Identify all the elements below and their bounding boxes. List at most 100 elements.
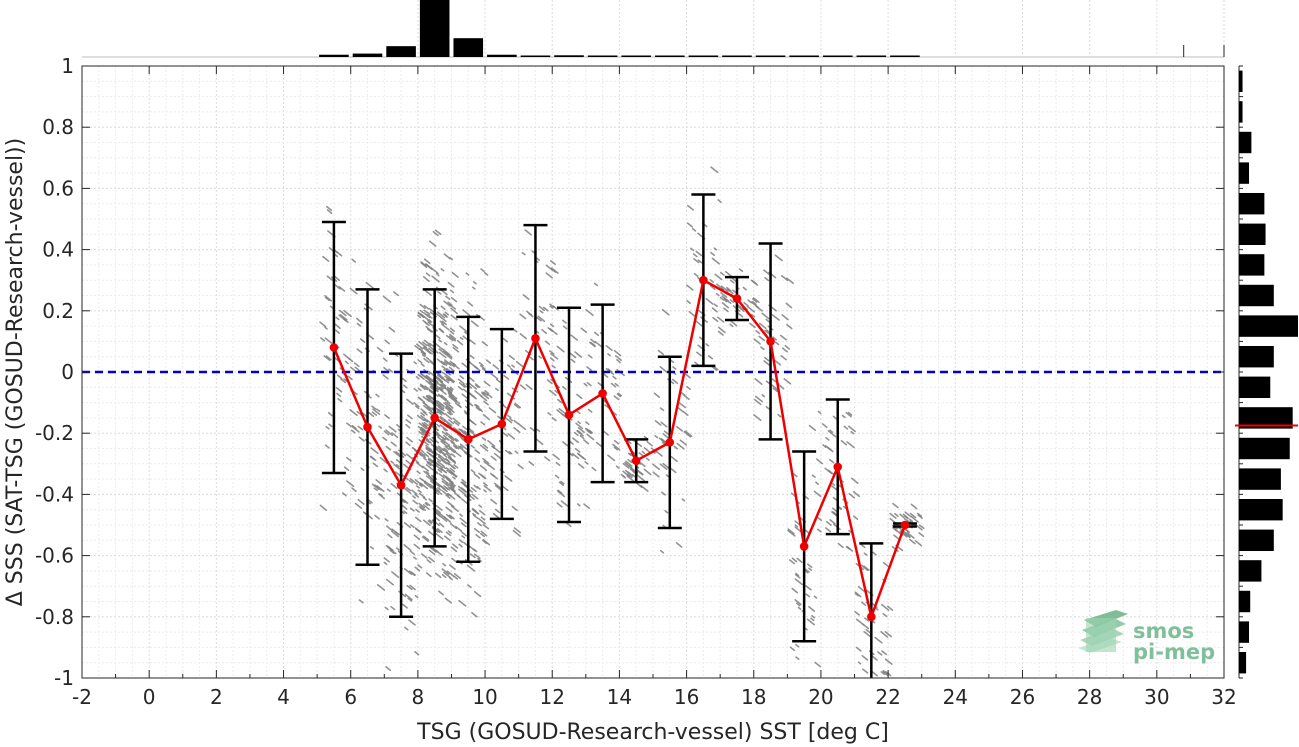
scatter-point	[425, 374, 434, 382]
scatter-point	[538, 305, 546, 312]
scatter-point	[906, 531, 915, 539]
scatter-point	[420, 363, 425, 367]
scatter-point	[452, 343, 459, 350]
scatter-point	[482, 538, 491, 546]
scatter-point	[423, 457, 428, 461]
scatter-point	[657, 349, 665, 356]
scatter-point	[851, 477, 859, 485]
scatter-point	[410, 571, 416, 576]
scatter-point	[617, 392, 623, 397]
mean-point	[766, 337, 775, 346]
scatter-point	[488, 464, 496, 471]
scatter-point	[334, 253, 339, 258]
scatter-point	[872, 551, 877, 556]
scatter-point	[794, 599, 802, 606]
scatter-point	[391, 571, 400, 579]
scatter-point	[416, 470, 421, 475]
scatter-point	[480, 268, 485, 273]
scatter-point	[665, 474, 670, 478]
scatter-point	[406, 584, 413, 591]
scatter-point	[715, 292, 720, 297]
scatter-point	[426, 394, 432, 400]
y-tick-label: 0.6	[42, 176, 74, 200]
scatter-point	[477, 517, 486, 525]
scatter-point	[409, 584, 416, 591]
scatter-point	[720, 285, 729, 293]
top-hist-bar	[822, 55, 853, 57]
scatter-point	[521, 251, 526, 256]
scatter-point	[371, 483, 380, 491]
scatter-point	[450, 307, 458, 315]
scatter-point	[458, 488, 467, 496]
scatter-point	[686, 284, 694, 291]
scatter-point	[753, 414, 762, 422]
scatter-point	[442, 313, 448, 318]
scatter-point	[349, 287, 358, 295]
scatter-point	[457, 485, 467, 493]
scatter-point	[710, 166, 719, 174]
scatter-point	[570, 334, 579, 341]
scatter-point	[442, 427, 447, 432]
scatter-point	[405, 441, 411, 447]
scatter-point	[751, 280, 757, 285]
scatter-point	[480, 421, 486, 426]
right-hist-bar	[1239, 345, 1274, 368]
scatter-point	[457, 378, 465, 385]
scatter-point	[417, 396, 426, 404]
scatter-point	[577, 420, 581, 425]
scatter-point	[603, 373, 609, 378]
scatter-point	[401, 504, 408, 510]
mean-point	[497, 419, 507, 429]
mean-point	[396, 480, 406, 490]
scatter-point	[860, 601, 867, 606]
scatter-point	[473, 527, 481, 534]
mean-point	[363, 422, 372, 432]
scatter-point	[607, 353, 611, 357]
scatter-point	[439, 416, 446, 423]
scatter-point	[421, 350, 427, 355]
scatter-point	[422, 401, 428, 407]
scatter-point	[427, 520, 433, 525]
scatter-point	[426, 311, 431, 315]
scatter-point	[760, 346, 765, 351]
scatter-point	[641, 450, 646, 455]
scatter-point	[893, 534, 900, 540]
x-tick-label: 14	[607, 685, 632, 709]
scatter-point	[514, 450, 519, 454]
scatter-point	[903, 517, 910, 523]
scatter-point	[441, 436, 447, 441]
scatter-point	[535, 316, 542, 322]
scatter-point	[472, 548, 478, 553]
scatter-point	[383, 561, 388, 566]
top-hist-bar	[453, 38, 484, 57]
scatter-point	[446, 386, 452, 391]
scatter-point	[821, 423, 828, 429]
scatter-point	[458, 543, 463, 548]
scatter-point	[449, 522, 458, 530]
scatter-point	[469, 430, 476, 436]
scatter-point	[449, 379, 455, 384]
scatter-point	[419, 477, 424, 481]
logo-text-line2: pi-mep	[1133, 640, 1215, 664]
scatter-point	[795, 656, 800, 661]
scatter-point	[837, 542, 844, 549]
scatter-point	[440, 467, 448, 474]
scatter-point	[414, 493, 420, 498]
scatter-point	[420, 553, 428, 559]
scatter-point	[673, 445, 679, 450]
scatter-point	[441, 568, 450, 576]
scatter-point	[904, 511, 912, 518]
scatter-point	[643, 468, 652, 476]
scatter-point	[448, 419, 455, 425]
scatter-point	[412, 556, 417, 560]
mean-point	[463, 435, 473, 444]
scatter-point	[383, 557, 390, 563]
scatter-point	[450, 464, 456, 470]
x-tick-label: 28	[1077, 685, 1102, 709]
scatter-point	[436, 460, 445, 468]
scatter-point	[676, 442, 685, 450]
scatter-point	[423, 470, 430, 477]
scatter-point	[591, 466, 597, 472]
scatter-point	[419, 384, 426, 391]
scatter-point	[439, 449, 447, 456]
